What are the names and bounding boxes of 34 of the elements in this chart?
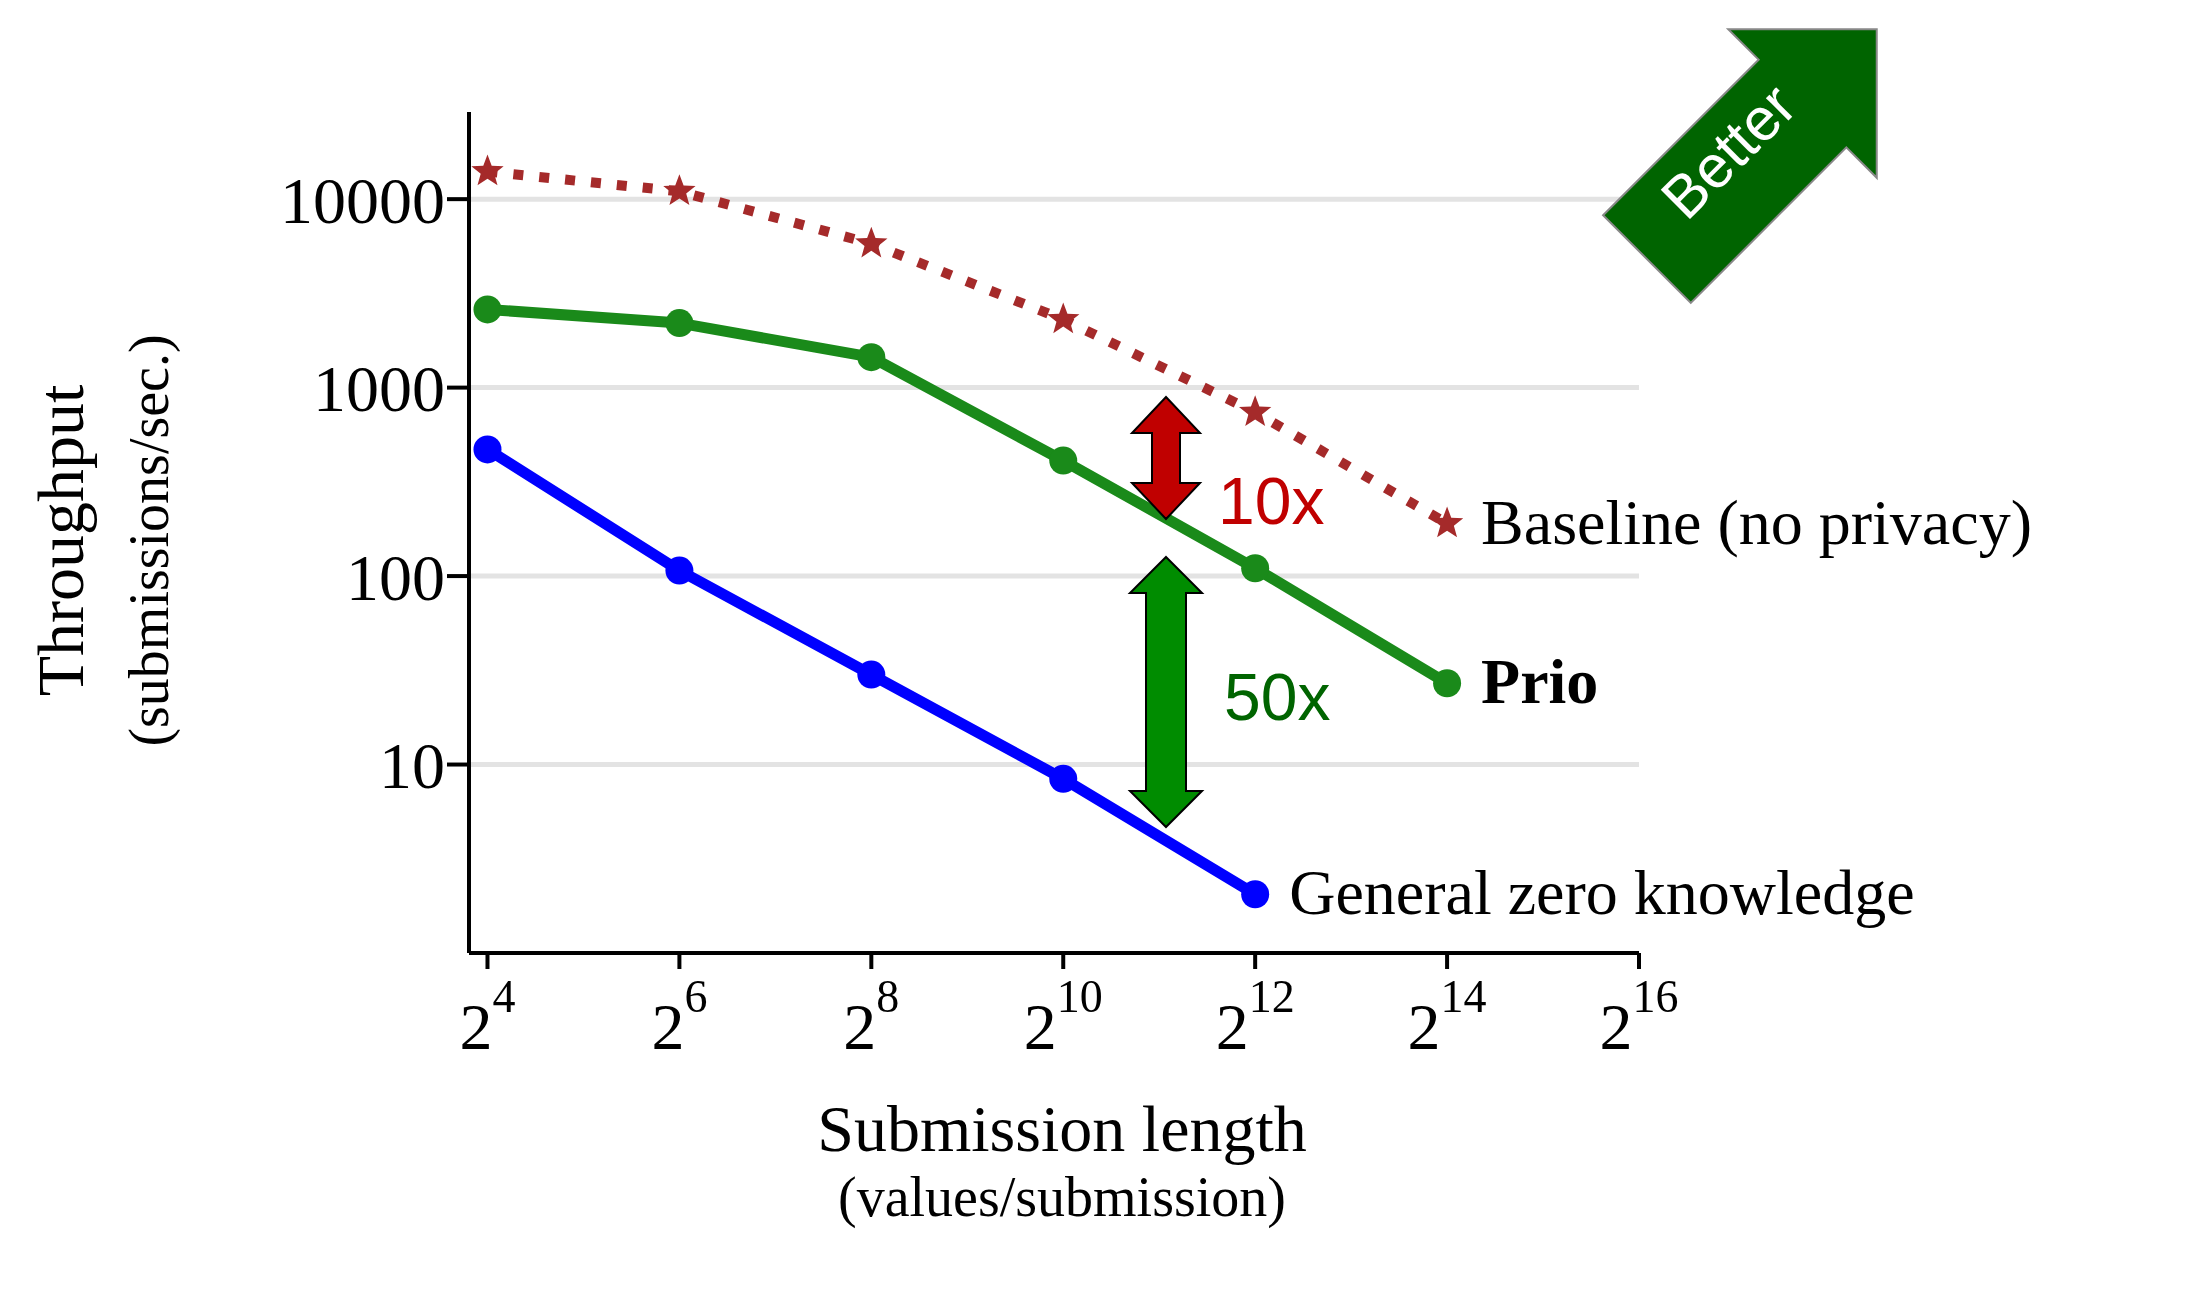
annotation: 50x — [1224, 660, 1331, 734]
x-tick-label: 2$^{16}$ — [1599, 971, 1679, 1063]
y-tick-label: 10000 — [280, 163, 445, 237]
point — [857, 343, 886, 372]
x-tick-label: 2$^{12}$ — [1215, 971, 1295, 1063]
annotation: 10x — [1218, 464, 1325, 538]
x-tick-label: 2$^{14}$ — [1407, 971, 1487, 1063]
x-tick-label: 2$^{4}$ — [459, 971, 516, 1063]
point — [663, 174, 696, 206]
point — [665, 556, 694, 585]
series-label: General zero knowledge — [1289, 857, 1915, 929]
point — [1049, 764, 1078, 793]
point — [473, 295, 502, 324]
point — [1047, 302, 1080, 334]
x-tick-label: 2$^{10}$ — [1023, 971, 1103, 1063]
series-label: Prio — [1481, 646, 1599, 718]
x-tick-label: 2$^{6}$ — [651, 971, 708, 1063]
y-tick-label: 10 — [379, 728, 445, 802]
y-axis-title: Throughput (submissions/sec.) — [24, 334, 181, 747]
point — [855, 226, 888, 258]
y-tick-label: 1000 — [313, 352, 445, 426]
point — [1238, 395, 1272, 427]
point — [1241, 880, 1270, 909]
point — [665, 309, 694, 338]
point — [473, 435, 502, 464]
point — [1049, 446, 1078, 475]
x-tick-label: 2$^{8}$ — [843, 971, 900, 1063]
x-axis-title: Submission length (values/submission) — [817, 1092, 1307, 1229]
y-tick-label: 100 — [346, 540, 445, 614]
point — [857, 660, 886, 689]
point — [471, 154, 504, 186]
point — [1433, 669, 1462, 698]
series-label: Baseline (no privacy) — [1481, 486, 2032, 558]
point — [1241, 554, 1270, 583]
